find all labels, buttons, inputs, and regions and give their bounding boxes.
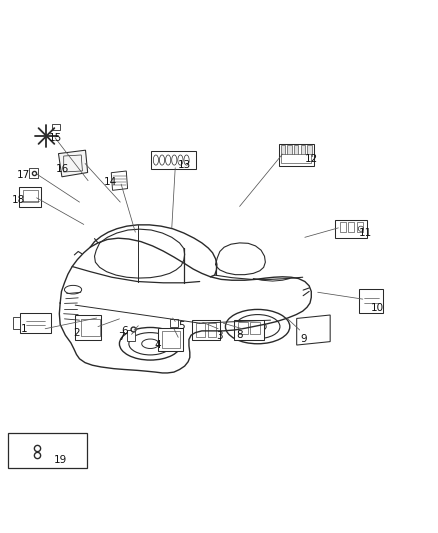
Bar xyxy=(307,145,312,156)
Text: 9: 9 xyxy=(300,334,307,344)
Bar xyxy=(196,323,205,337)
Bar xyxy=(208,323,216,337)
Text: 3: 3 xyxy=(215,331,223,341)
Bar xyxy=(348,222,354,232)
Bar xyxy=(162,331,180,348)
Text: 1: 1 xyxy=(21,324,27,334)
Bar xyxy=(294,145,298,156)
Bar xyxy=(192,320,220,341)
Bar xyxy=(234,320,264,341)
Text: 5: 5 xyxy=(178,321,184,331)
Bar xyxy=(287,145,292,156)
Bar xyxy=(52,124,60,130)
Text: 14: 14 xyxy=(104,177,117,188)
Text: 17: 17 xyxy=(17,169,30,180)
Polygon shape xyxy=(111,171,127,190)
Bar xyxy=(29,168,38,177)
Text: 10: 10 xyxy=(371,303,384,313)
Bar xyxy=(301,145,305,156)
Bar xyxy=(13,317,20,329)
Text: 2: 2 xyxy=(73,328,80,338)
Text: 16: 16 xyxy=(56,165,69,174)
Text: 4: 4 xyxy=(155,341,161,351)
Text: 12: 12 xyxy=(305,154,318,164)
Bar xyxy=(170,319,178,327)
Text: 7: 7 xyxy=(118,332,124,342)
Bar xyxy=(335,220,367,238)
Text: 15: 15 xyxy=(49,133,63,143)
Polygon shape xyxy=(58,150,88,177)
Bar xyxy=(75,315,101,340)
Bar xyxy=(127,330,135,341)
Bar xyxy=(281,145,285,156)
Text: 13: 13 xyxy=(178,160,191,170)
Bar xyxy=(279,144,314,166)
Text: 19: 19 xyxy=(53,455,67,465)
Text: 8: 8 xyxy=(236,330,243,340)
Bar xyxy=(7,433,87,468)
Text: 18: 18 xyxy=(12,196,25,205)
Bar xyxy=(238,322,248,334)
Bar xyxy=(250,322,260,334)
Polygon shape xyxy=(297,315,330,345)
Bar xyxy=(339,222,346,232)
Bar xyxy=(19,187,41,207)
Bar xyxy=(357,222,363,232)
Bar xyxy=(359,289,383,313)
Text: 6: 6 xyxy=(121,326,128,336)
Bar xyxy=(152,151,197,169)
Text: 11: 11 xyxy=(358,228,371,238)
Bar xyxy=(23,190,38,201)
Bar xyxy=(281,154,311,163)
Bar xyxy=(159,328,184,351)
Bar xyxy=(81,319,100,336)
Bar xyxy=(20,313,51,334)
